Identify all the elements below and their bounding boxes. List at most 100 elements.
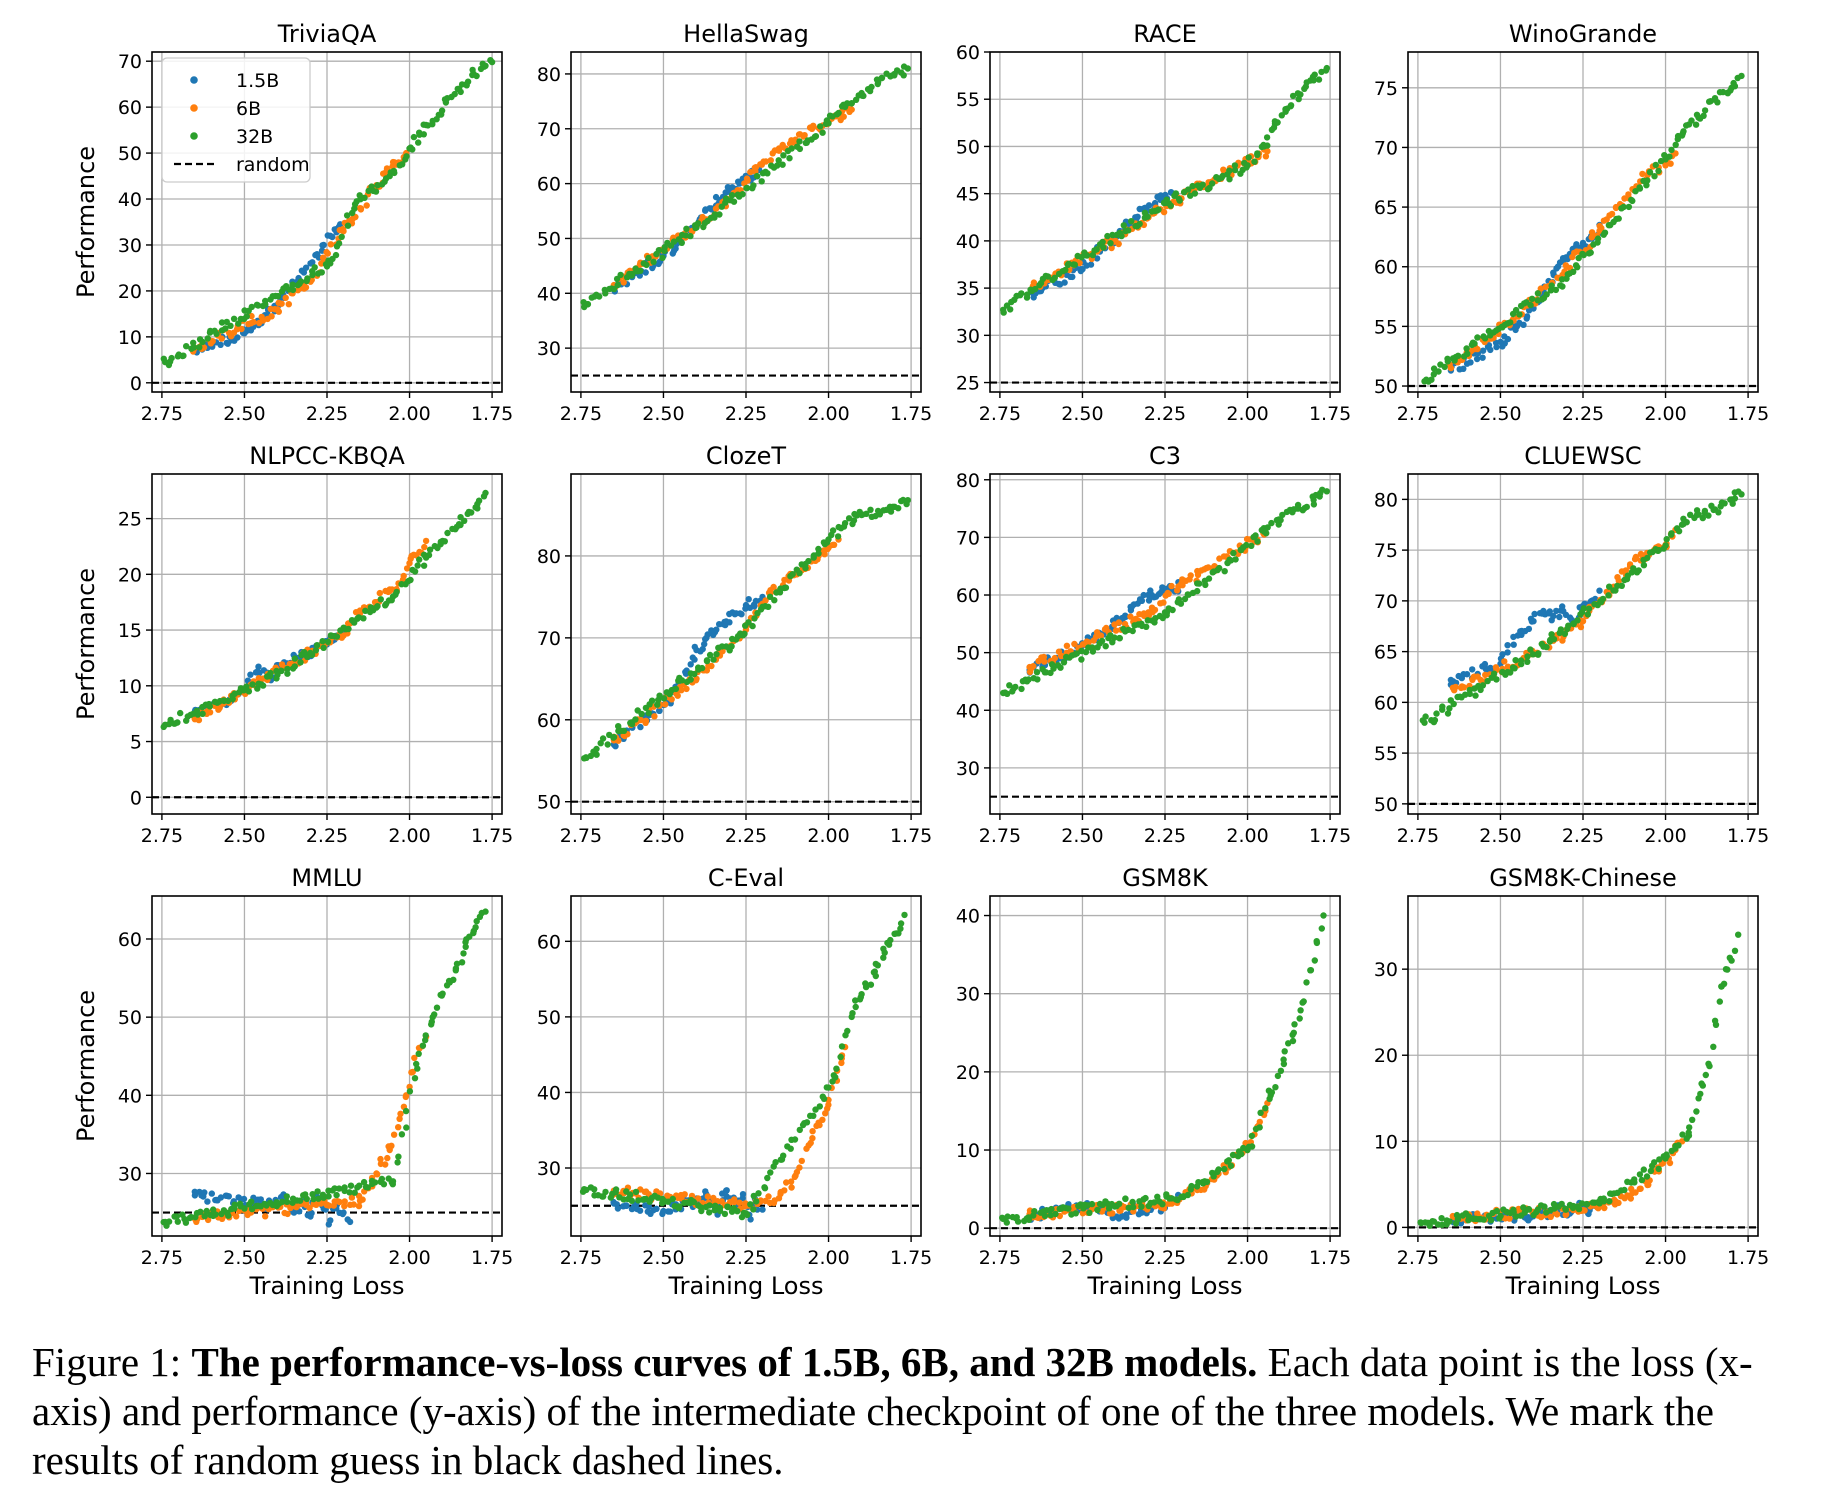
data-point-32b — [1285, 1040, 1292, 1047]
data-point-32b — [690, 1198, 697, 1206]
data-point-6b — [830, 541, 838, 548]
data-point-1-5b — [1148, 591, 1156, 599]
data-point-32b — [732, 636, 740, 643]
data-point-1-5b — [300, 269, 308, 276]
data-point-32b — [313, 642, 321, 649]
data-point-32b — [615, 723, 622, 730]
data-point-6b — [1071, 640, 1078, 648]
data-point-32b — [1229, 1151, 1237, 1159]
data-point-6b — [1601, 1204, 1608, 1212]
data-point-32b — [1640, 562, 1648, 569]
y-tick-label: 70 — [1374, 591, 1398, 613]
data-point-6b — [1612, 203, 1620, 211]
data-point-32b — [1546, 638, 1554, 645]
data-point-1-5b — [1128, 603, 1136, 610]
data-point-32b — [825, 1084, 832, 1091]
data-point-6b — [683, 685, 690, 693]
data-point-32b — [1199, 181, 1206, 188]
data-point-32b — [345, 625, 352, 633]
data-point-1-5b — [1560, 607, 1567, 615]
data-point-6b — [356, 1197, 364, 1205]
data-point-32b — [904, 65, 911, 72]
x-tick-label: 1.75 — [1727, 1247, 1769, 1269]
data-point-32b — [364, 1184, 371, 1191]
data-point-32b — [297, 659, 304, 666]
data-point-32b — [1441, 363, 1448, 371]
data-point-6b — [1085, 639, 1092, 646]
data-point-1-5b — [327, 1217, 334, 1224]
data-point-32b — [620, 727, 628, 734]
data-point-32b — [812, 133, 820, 140]
data-point-32b — [1433, 710, 1440, 717]
data-point-32b — [1107, 240, 1114, 247]
subplot-title: TriviaQA — [277, 20, 377, 48]
data-point-32b — [1034, 676, 1041, 683]
data-point-32b — [687, 676, 694, 683]
data-point-32b — [1675, 1142, 1682, 1149]
data-point-32b — [1640, 1166, 1648, 1173]
data-point-32b — [1430, 371, 1438, 378]
data-point-1-5b — [1479, 347, 1487, 354]
data-point-32b — [1221, 1165, 1228, 1173]
data-point-1-5b — [313, 251, 321, 258]
data-point-1-5b — [1481, 660, 1489, 668]
data-point-32b — [411, 568, 419, 575]
data-point-1-5b — [290, 1209, 298, 1216]
x-tick-label: 2.50 — [1479, 825, 1521, 847]
data-point-32b — [1656, 1156, 1663, 1163]
data-point-32b — [1700, 112, 1707, 120]
data-point-6b — [792, 1172, 799, 1179]
data-point-32b — [1262, 1105, 1269, 1112]
data-point-32b — [1172, 190, 1180, 197]
data-point-6b — [1115, 619, 1123, 626]
data-point-6b — [409, 1068, 416, 1076]
data-point-32b — [597, 740, 604, 747]
data-point-32b — [693, 224, 700, 231]
data-point-32b — [1435, 368, 1442, 375]
data-point-1-5b — [660, 1207, 667, 1215]
data-point-32b — [802, 564, 809, 572]
data-point-6b — [1165, 590, 1172, 597]
data-point-32b — [1570, 268, 1577, 275]
data-point-32b — [815, 550, 822, 557]
data-point-32b — [1512, 1213, 1520, 1220]
data-point-32b — [1289, 92, 1297, 100]
data-point-32b — [1018, 290, 1025, 297]
y-tick-label: 65 — [1374, 642, 1398, 664]
data-point-32b — [1184, 591, 1192, 598]
data-point-32b — [1323, 488, 1331, 495]
data-point-1-5b — [1447, 676, 1455, 684]
data-point-6b — [1627, 1195, 1635, 1202]
data-point-6b — [238, 325, 245, 333]
data-point-32b — [1279, 511, 1286, 519]
data-point-32b — [1574, 617, 1581, 624]
data-point-32b — [1493, 676, 1500, 683]
data-point-6b — [1145, 609, 1152, 616]
data-point-6b — [681, 1191, 688, 1198]
data-point-32b — [1143, 623, 1150, 630]
data-point-32b — [1161, 609, 1169, 616]
data-point-6b — [350, 1201, 357, 1208]
data-point-1-5b — [1596, 587, 1603, 594]
x-tick-label: 2.50 — [223, 1247, 265, 1269]
data-point-32b — [1120, 222, 1128, 229]
legend-label: 1.5B — [236, 70, 279, 92]
data-point-32b — [460, 950, 467, 957]
data-point-32b — [231, 1201, 238, 1208]
data-point-6b — [765, 1193, 772, 1200]
data-point-32b — [742, 1210, 750, 1217]
data-point-32b — [1507, 319, 1514, 326]
data-point-32b — [1507, 669, 1514, 676]
data-point-32b — [1493, 1207, 1501, 1215]
data-point-32b — [1510, 1206, 1517, 1214]
y-tick-label: 20 — [118, 564, 142, 586]
data-point-32b — [1578, 1200, 1586, 1207]
data-point-32b — [309, 1191, 316, 1198]
data-point-1-5b — [1138, 597, 1146, 604]
data-point-6b — [1667, 160, 1674, 167]
data-point-32b — [1559, 283, 1566, 290]
x-tick-label: 2.25 — [1144, 1247, 1186, 1269]
data-point-32b — [343, 212, 351, 219]
data-point-32b — [325, 1193, 332, 1200]
x-tick-label: 2.50 — [1061, 403, 1103, 425]
